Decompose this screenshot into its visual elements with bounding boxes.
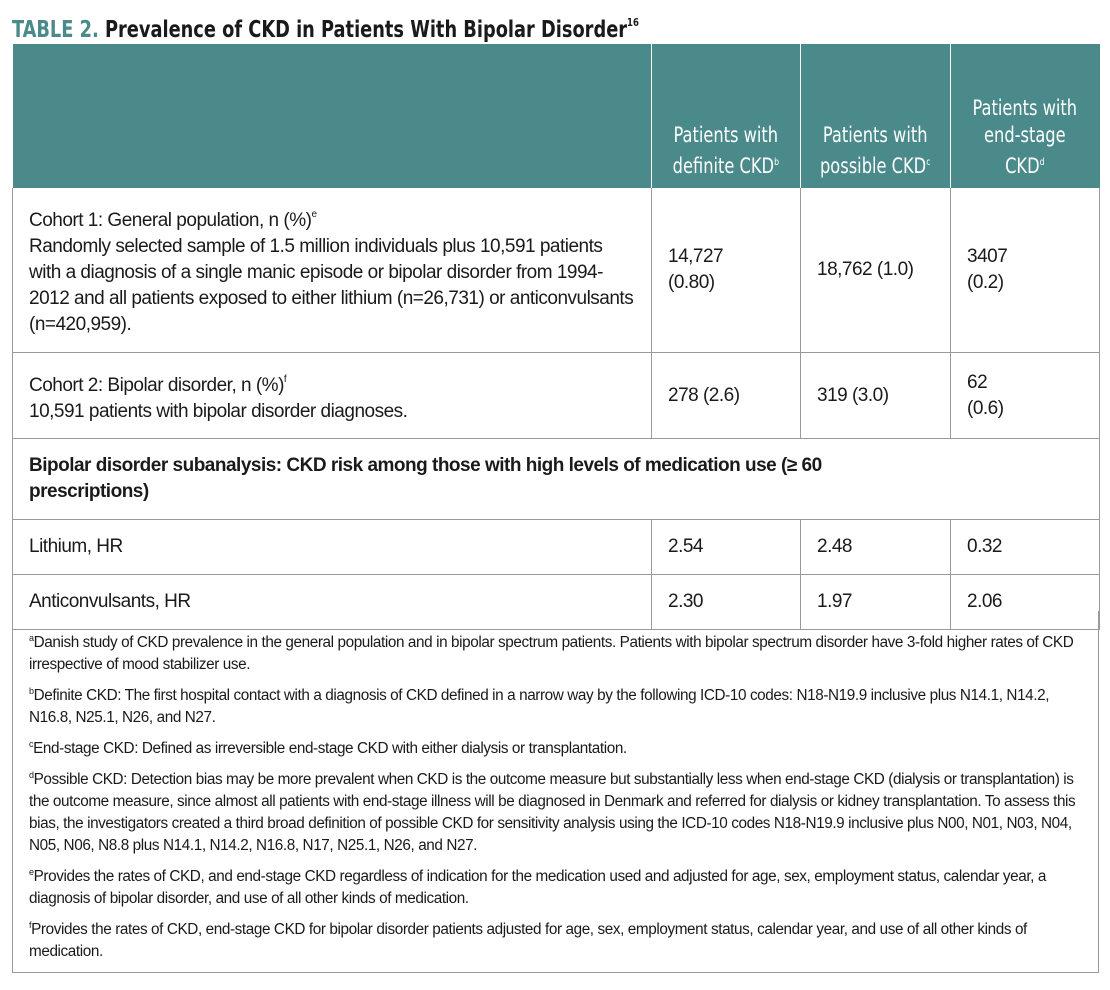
lithium-endstage: 0.32 xyxy=(950,519,1100,575)
table-number: TABLE 2. xyxy=(12,17,99,43)
anticonvulsants-definite: 2.30 xyxy=(651,574,801,630)
footnote-mark: d xyxy=(29,770,34,780)
header-definite-ckd: Patients with definite CKDb xyxy=(651,44,801,188)
footnote-mark: a xyxy=(29,633,34,643)
header-definite-sup: b xyxy=(774,157,780,168)
footnote-mark: e xyxy=(29,867,34,877)
cohort1-possible: 18,762 (1.0) xyxy=(800,188,951,353)
cohort1-definite: 14,727 (0.80) xyxy=(651,188,801,353)
footnote-text: Provides the rates of CKD, and end-stage… xyxy=(29,868,1046,907)
cohort2-label-cell: Cohort 2: Bipolar disorder, n (%)f 10,59… xyxy=(12,352,652,439)
lithium-definite: 2.54 xyxy=(651,519,801,575)
footnote-text: Provides the rates of CKD, end-stage CKD… xyxy=(29,921,1027,960)
cohort2-definite: 278 (2.6) xyxy=(651,352,801,439)
cohort2-endstage: 62 (0.6) xyxy=(950,352,1100,439)
footnote-mark: b xyxy=(29,686,34,696)
footnote-a: aDanish study of CKD prevalence in the g… xyxy=(29,627,1082,676)
footnote-f: fProvides the rates of CKD, end-stage CK… xyxy=(29,914,1082,963)
table-title: TABLE 2. Prevalence of CKD in Patients W… xyxy=(12,6,639,43)
footnote-e: eProvides the rates of CKD, and end-stag… xyxy=(29,861,1082,910)
cohort2-heading: Cohort 2: Bipolar disorder, n (%) xyxy=(29,374,284,396)
anticonvulsants-endstage: 2.06 xyxy=(950,574,1100,630)
header-possible-sup: c xyxy=(926,157,931,168)
footnote-text: Danish study of CKD prevalence in the ge… xyxy=(29,634,1074,673)
footnote-c: cEnd-stage CKD: Defined as irreversible … xyxy=(29,733,1082,760)
cohort1-heading-sup: e xyxy=(311,209,317,220)
cohort1-endstage: 3407 (0.2) xyxy=(950,188,1100,353)
table-row-cohort1: Cohort 1: General population, n (%)e Ran… xyxy=(12,188,1100,353)
lithium-label: Lithium, HR xyxy=(12,519,652,575)
anticonvulsants-possible: 1.97 xyxy=(800,574,951,630)
anticonvulsants-label: Anticonvulsants, HR xyxy=(12,574,652,630)
footnote-d: dPossible CKD: Detection bias may be mor… xyxy=(29,764,1082,857)
table-row-subanalysis: Bipolar disorder subanalysis: CKD risk a… xyxy=(12,438,1100,520)
footnote-text: End-stage CKD: Defined as irreversible e… xyxy=(33,740,627,757)
footnote-mark: c xyxy=(29,739,34,749)
title-reference: 16 xyxy=(627,16,639,29)
table-row-cohort2: Cohort 2: Bipolar disorder, n (%)f 10,59… xyxy=(12,352,1100,439)
header-endstage-sup: d xyxy=(1040,157,1045,168)
header-possible-ckd: Patients with possible CKDc xyxy=(800,44,951,188)
header-possible-label: Patients with possible CKD xyxy=(820,123,928,178)
footnote-text: Possible CKD: Detection bias may be more… xyxy=(29,771,1076,854)
cohort2-possible: 319 (3.0) xyxy=(800,352,951,439)
footnote-text: Definite CKD: The first hospital contact… xyxy=(29,687,1050,726)
header-endstage-label: Patients with end-stage CKD xyxy=(972,96,1078,178)
cohort2-heading-sup: f xyxy=(283,373,287,385)
table-title-text: Prevalence of CKD in Patients With Bipol… xyxy=(104,17,628,43)
header-empty-cell xyxy=(12,44,652,188)
footnote-mark: f xyxy=(29,920,32,930)
header-endstage-ckd: Patients with end-stage CKDd xyxy=(950,44,1100,188)
table-header-row: Patients with definite CKDb Patients wit… xyxy=(12,44,1100,188)
subanalysis-label: Bipolar disorder subanalysis: CKD risk a… xyxy=(12,438,1100,520)
subanalysis-text: Bipolar disorder subanalysis: CKD risk a… xyxy=(29,455,822,502)
cohort1-heading: Cohort 1: General population, n (%) xyxy=(29,210,312,231)
lithium-possible: 2.48 xyxy=(800,519,951,575)
cohort1-label-cell: Cohort 1: General population, n (%)e Ran… xyxy=(12,188,652,353)
header-definite-label: Patients with definite CKD xyxy=(672,123,779,178)
cohort1-description: Randomly selected sample of 1.5 million … xyxy=(29,236,634,335)
table-row-lithium: Lithium, HR 2.54 2.48 0.32 xyxy=(12,519,1100,575)
footnote-b: bDefinite CKD: The first hospital contac… xyxy=(29,680,1082,729)
table-row-anticonvulsants: Anticonvulsants, HR 2.30 1.97 2.06 xyxy=(12,574,1100,630)
footnotes: aDanish study of CKD prevalence in the g… xyxy=(12,611,1099,973)
prevalence-table: Patients with definite CKDb Patients wit… xyxy=(12,44,1100,630)
cohort2-description: 10,591 patients with bipolar disorder di… xyxy=(29,400,408,422)
